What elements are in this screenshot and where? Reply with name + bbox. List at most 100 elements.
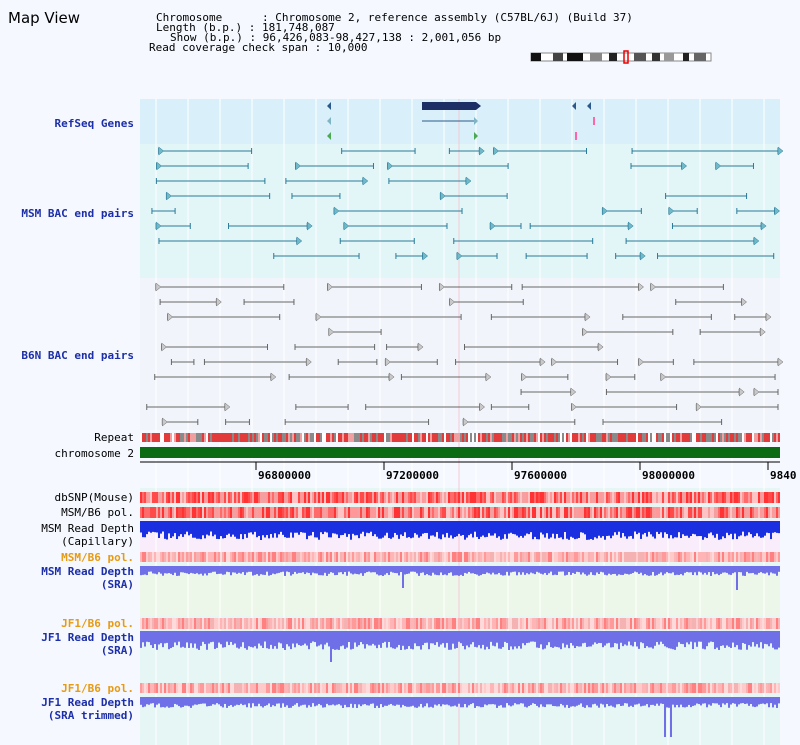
depth-bar (242, 631, 244, 643)
heat-cell (210, 492, 212, 503)
heat-cell (278, 618, 280, 629)
heat-cell (230, 618, 232, 629)
repeat-cell (642, 433, 644, 442)
heat-cell (726, 507, 728, 518)
depth-bar (374, 697, 376, 708)
heat-cell (274, 507, 276, 518)
depth-bar (766, 521, 768, 533)
repeat-cell (256, 433, 258, 442)
depth-bar (734, 631, 736, 648)
heat-cell (290, 492, 292, 503)
heat-cell (310, 552, 312, 562)
heat-cell (698, 552, 700, 562)
depth-bar (730, 697, 732, 705)
depth-bar (562, 631, 564, 644)
heat-cell (234, 507, 236, 518)
depth-bar (278, 521, 280, 535)
depth-bar (242, 697, 244, 706)
heat-cell (640, 683, 642, 693)
repeat-cell (282, 433, 284, 442)
heat-cell (748, 552, 750, 562)
heat-cell (684, 552, 686, 562)
heat-cell (400, 552, 402, 562)
depth-bar (622, 566, 624, 575)
track-label-msm-bac[interactable]: MSM BAC end pairs (21, 207, 134, 220)
heat-cell (158, 507, 160, 518)
heat-cell (214, 683, 216, 693)
depth-bar (274, 521, 276, 534)
depth-bar (228, 697, 230, 706)
heat-cell (172, 507, 174, 518)
depth-bar (350, 697, 352, 704)
track-label-refseq[interactable]: RefSeq Genes (54, 117, 134, 130)
heat-cell (344, 507, 346, 518)
depth-bar (492, 566, 494, 573)
heat-cell (182, 552, 184, 562)
heat-cell (478, 492, 480, 503)
heat-cell (694, 618, 696, 629)
heat-cell (334, 507, 336, 518)
heat-cell (380, 683, 382, 693)
heat-cell (526, 552, 528, 562)
repeat-cell (732, 433, 734, 442)
heat-cell (280, 683, 282, 693)
heat-cell (656, 507, 658, 518)
repeat-cell (554, 433, 556, 442)
heat-cell (230, 507, 232, 518)
heat-cell (644, 492, 646, 503)
heat-cell (374, 507, 376, 518)
depth-bar (664, 631, 666, 647)
repeat-cell (188, 433, 190, 442)
depth-bar (396, 631, 398, 648)
repeat-cell (638, 433, 640, 442)
heat-cell (498, 492, 500, 503)
bac-arrow (327, 282, 333, 292)
heat-cell (334, 683, 336, 693)
depth-bar (716, 566, 718, 574)
heat-cell (156, 507, 158, 518)
depth-bar (604, 566, 606, 575)
heat-cell (556, 507, 558, 518)
depth-bar (706, 697, 708, 708)
repeat-cell (654, 433, 656, 442)
repeat-cell (588, 433, 590, 442)
repeat-cell (182, 433, 184, 442)
heat-cell (302, 618, 304, 629)
depth-bar (430, 521, 432, 536)
depth-bar (696, 566, 698, 576)
heat-cell (588, 552, 590, 562)
depth-bar (658, 521, 660, 535)
heat-cell (708, 683, 710, 693)
heat-cell (654, 507, 656, 518)
depth-bar (154, 566, 156, 574)
depth-bar (272, 631, 274, 649)
heat-cell (308, 618, 310, 629)
heat-cell (272, 507, 274, 518)
heat-cell (360, 507, 362, 518)
depth-bar (498, 521, 500, 537)
depth-bar (290, 631, 292, 650)
depth-bar (676, 521, 678, 538)
repeat-cell (624, 433, 626, 442)
depth-bar (716, 697, 718, 704)
heat-cell (386, 492, 388, 503)
heat-cell (260, 552, 262, 562)
depth-bar (652, 521, 654, 537)
depth-bar (202, 631, 204, 642)
depth-bar (548, 697, 550, 705)
depth-bar (258, 631, 260, 644)
depth-bar (642, 521, 644, 535)
repeat-cell (408, 433, 410, 442)
depth-bar (608, 631, 610, 643)
heat-cell (310, 618, 312, 629)
heat-cell (500, 507, 502, 518)
track-label-b6n-bac[interactable]: B6N BAC end pairs (21, 349, 134, 362)
depth-bar (210, 566, 212, 573)
heat-cell (284, 618, 286, 629)
heat-cell (152, 683, 154, 693)
heat-cell (288, 552, 290, 562)
depth-bar (718, 566, 720, 576)
heat-cell (568, 507, 570, 518)
depth-bar (560, 521, 562, 538)
depth-bar (322, 697, 324, 708)
